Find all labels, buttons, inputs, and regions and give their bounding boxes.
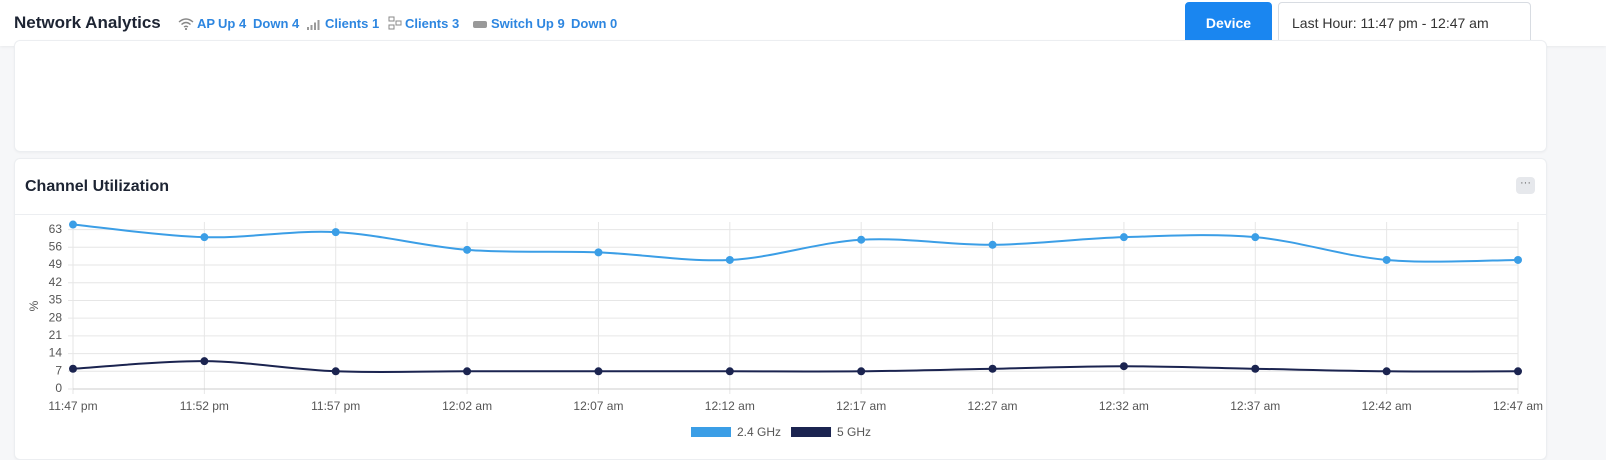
y-tick-label: 21 (49, 328, 63, 342)
y-tick-label: 28 (49, 310, 63, 324)
app-title: Network Analytics (14, 13, 161, 32)
card-title: Channel Utilization (25, 178, 169, 195)
wired-clients-label: Clients 3 (405, 16, 460, 31)
x-tick-label: 11:52 pm (180, 399, 229, 413)
wired-clients[interactable]: Clients 3 (388, 16, 459, 31)
y-tick-label: 42 (49, 275, 63, 289)
chart: % 0 7 14 21 28 35 42 49 56 63 11:47 pm 11:52 pm 11:5… (27, 220, 1543, 439)
data-point (69, 220, 77, 229)
ap-down[interactable]: Down 4 (253, 16, 300, 31)
x-tick-label: 12:32 am (1099, 399, 1149, 413)
ap-status: AP (178, 16, 215, 31)
y-axis-label: % (27, 300, 41, 311)
y-tick-label: 35 (49, 293, 63, 307)
x-tick-label: 11:47 pm (48, 399, 97, 413)
data-point (1251, 233, 1260, 242)
y-tick-label: 49 (49, 257, 63, 271)
x-tick-label: 11:57 pm (311, 399, 360, 413)
data-point (1119, 233, 1128, 242)
data-point (857, 367, 866, 376)
chart-card: Channel Utilization ··· (14, 158, 1547, 460)
data-point (1514, 255, 1522, 264)
time-range-picker[interactable]: Last Hour: 11:47 pm - 12:47 am (1278, 2, 1531, 44)
x-tick-label: 12:07 am (573, 399, 623, 413)
data-point (1119, 362, 1128, 371)
legend-swatch (691, 427, 731, 437)
ap-up[interactable]: Up 4 (218, 16, 247, 31)
data-point (594, 248, 603, 257)
data-point (725, 367, 734, 376)
data-point (857, 235, 866, 244)
data-point (69, 364, 77, 373)
wireless-clients-label: Clients 1 (325, 16, 380, 31)
y-tick-label: 56 (49, 239, 63, 253)
device-button[interactable]: Device (1185, 2, 1272, 44)
card-menu[interactable]: ··· (1516, 177, 1535, 194)
series-line (72, 360, 1519, 374)
ap-label: AP (197, 16, 216, 31)
data-point (463, 245, 472, 254)
card-divider (15, 214, 1546, 215)
top-card (14, 40, 1547, 152)
data-point (331, 367, 340, 376)
switch-up: Switch Up 9 (491, 16, 565, 31)
x-tick-label: 12:42 am (1362, 399, 1412, 413)
data-point (594, 367, 603, 376)
y-tick-label: 63 (49, 222, 63, 236)
wireless-clients[interactable]: Clients 1 (306, 16, 379, 31)
data-point (200, 233, 209, 242)
data-point (988, 364, 997, 373)
x-tick-label: 12:17 am (836, 399, 886, 413)
y-tick-label: 7 (55, 363, 62, 377)
data-point (200, 357, 209, 366)
legend-label: 5 GHz (837, 425, 871, 439)
legend-swatch (791, 427, 832, 437)
data-point (725, 255, 734, 264)
switch-down[interactable]: Down 0 (571, 16, 618, 31)
y-tick-label: 14 (49, 346, 63, 360)
x-tick-label: 12:47 am (1493, 399, 1543, 413)
switch-status[interactable]: Switch Up 9 (472, 16, 565, 31)
data-point (463, 367, 472, 376)
header: Network Analytics AP Up 4 Down 4 Clients… (0, 0, 1606, 46)
y-tick-label: 0 (55, 381, 62, 395)
x-tick-label: 12:02 am (442, 399, 492, 413)
data-point (988, 240, 997, 249)
data-point (1382, 367, 1391, 376)
data-point (331, 228, 340, 237)
legend-label: 2.4 GHz (737, 425, 781, 439)
data-point (1382, 255, 1391, 264)
x-tick-label: 12:12 am (705, 399, 755, 413)
data-point (1251, 364, 1260, 373)
series-line (72, 223, 1519, 263)
x-tick-label: 12:27 am (968, 399, 1018, 413)
data-point (1514, 367, 1522, 376)
x-tick-label: 12:37 am (1230, 399, 1280, 413)
